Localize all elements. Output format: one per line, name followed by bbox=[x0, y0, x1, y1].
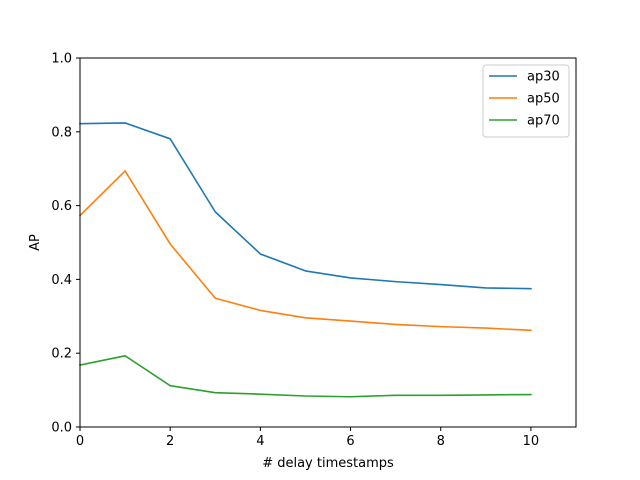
legend-label-ap30: ap30 bbox=[527, 70, 560, 85]
y-tick-label: 0.6 bbox=[51, 199, 72, 214]
series-line-ap70 bbox=[79, 354, 532, 398]
y-tick-label: 0.8 bbox=[51, 125, 72, 140]
legend: ap30 ap50 ap70 bbox=[482, 64, 570, 138]
x-tick-label: 4 bbox=[256, 434, 264, 449]
x-axis-ticks: 0 2 4 6 8 10 bbox=[76, 427, 539, 449]
series-layer bbox=[78, 122, 532, 398]
x-tick-label: 6 bbox=[346, 434, 354, 449]
x-tick-label: 8 bbox=[437, 434, 445, 449]
y-axis-ticks: 0.0 0.2 0.4 0.6 0.8 1.0 bbox=[51, 52, 80, 436]
y-tick-label: 0.2 bbox=[51, 347, 72, 362]
y-tick-label: 1.0 bbox=[51, 52, 72, 67]
legend-label-ap50: ap50 bbox=[527, 92, 560, 107]
series-line-ap30 bbox=[79, 122, 532, 290]
y-axis-label: AP bbox=[28, 234, 43, 251]
series-line-ap50 bbox=[78, 170, 532, 332]
y-tick-label: 0.4 bbox=[51, 273, 72, 288]
plot-frame bbox=[79, 57, 577, 428]
legend-label-ap70: ap70 bbox=[527, 114, 560, 129]
y-tick-label: 0.0 bbox=[51, 421, 72, 436]
x-tick-label: 2 bbox=[166, 434, 174, 449]
legend-box bbox=[482, 64, 570, 138]
x-axis-label: # delay timestamps bbox=[262, 456, 394, 471]
x-tick-label: 0 bbox=[76, 434, 84, 449]
x-tick-label: 10 bbox=[523, 434, 540, 449]
